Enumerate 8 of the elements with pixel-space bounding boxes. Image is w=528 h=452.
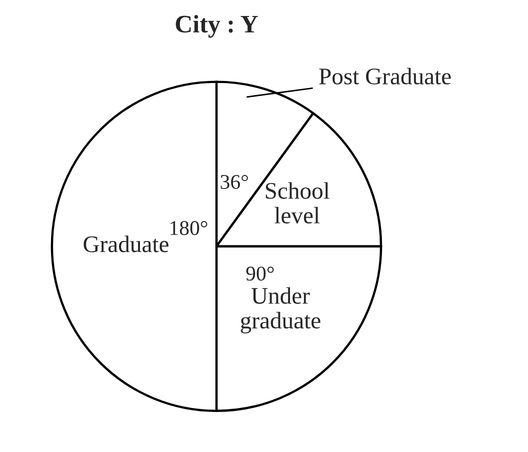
data-label: 90° — [246, 266, 274, 281]
chart-title: City : Y — [176, 15, 258, 38]
data-label: 36° — [220, 174, 248, 189]
data-label: 180° — [170, 221, 208, 236]
slice-label: Under graduate — [240, 287, 320, 334]
slice-label: Post Graduate — [319, 68, 451, 84]
slice-label: Graduate — [84, 236, 168, 252]
slice-label: School level — [266, 182, 330, 224]
